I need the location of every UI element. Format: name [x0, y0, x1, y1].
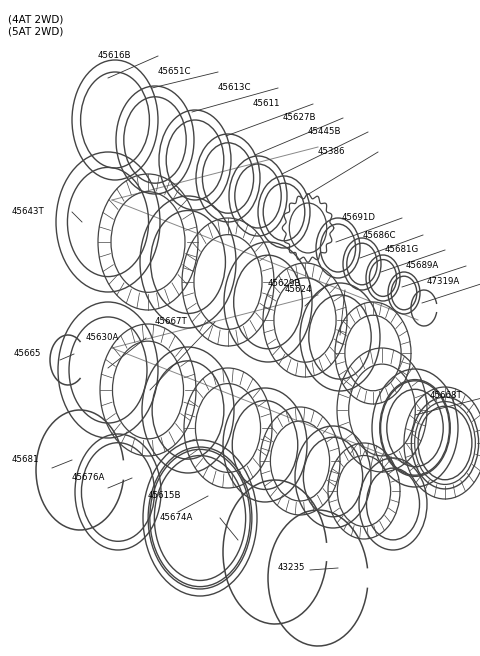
Text: 45668T: 45668T — [430, 392, 463, 401]
Text: 45681G: 45681G — [385, 245, 419, 255]
Text: 45676A: 45676A — [72, 474, 106, 483]
Text: 45616B: 45616B — [98, 52, 132, 60]
Text: 45667T: 45667T — [155, 318, 188, 327]
Text: 45689A: 45689A — [406, 262, 439, 270]
Text: 45686C: 45686C — [363, 230, 396, 239]
Text: 45611: 45611 — [253, 100, 280, 108]
Text: 45651C: 45651C — [158, 68, 192, 77]
Text: 45691D: 45691D — [342, 213, 376, 222]
Text: (4AT 2WD): (4AT 2WD) — [8, 14, 63, 24]
Text: 47319A: 47319A — [427, 277, 460, 287]
Text: (5AT 2WD): (5AT 2WD) — [8, 26, 63, 36]
Text: 45386: 45386 — [318, 148, 346, 157]
Text: 45630A: 45630A — [86, 333, 120, 342]
Text: 43235: 43235 — [278, 564, 305, 573]
Text: 45629B: 45629B — [268, 279, 301, 289]
Text: 45681: 45681 — [12, 455, 39, 464]
Text: 45674A: 45674A — [160, 514, 193, 522]
Text: 45445B: 45445B — [308, 127, 341, 136]
Text: 45615B: 45615B — [148, 491, 181, 501]
Text: 45613C: 45613C — [218, 83, 252, 92]
Text: 45643T: 45643T — [12, 207, 45, 216]
Text: 45665: 45665 — [14, 350, 41, 358]
Text: 45627B: 45627B — [283, 113, 316, 123]
Text: 45624: 45624 — [285, 285, 312, 295]
